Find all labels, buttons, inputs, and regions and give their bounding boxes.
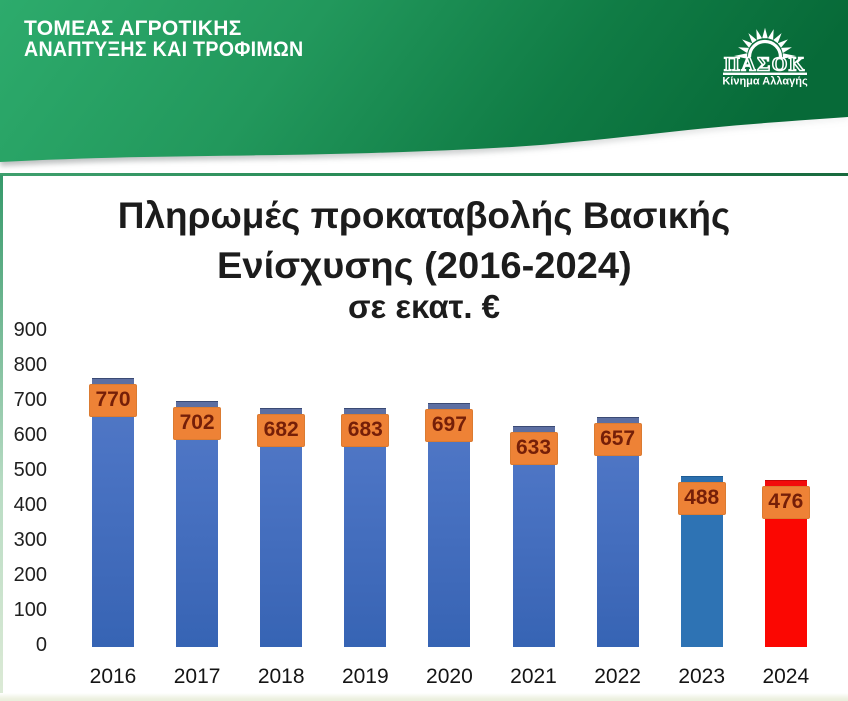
svg-text:Κίνημα Αλλαγής: Κίνημα Αλλαγής bbox=[722, 76, 808, 88]
svg-text:ΠΑΣΟΚ: ΠΑΣΟΚ bbox=[724, 54, 806, 76]
